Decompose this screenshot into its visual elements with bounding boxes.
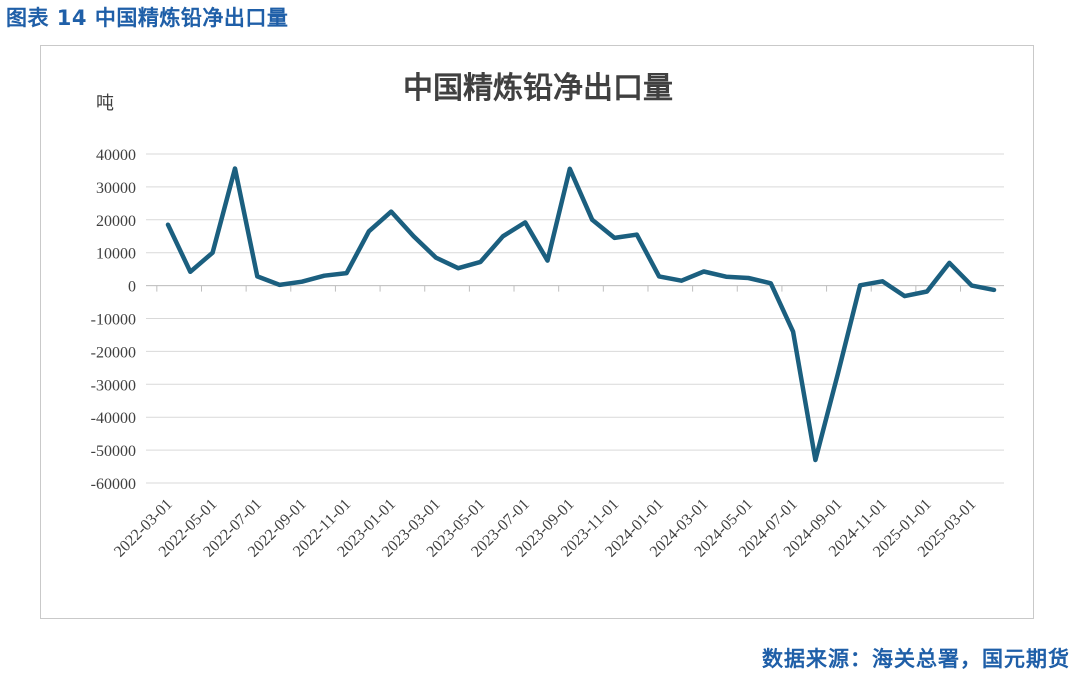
y-tick-label: -50000 xyxy=(91,443,136,460)
y-tick-label: -60000 xyxy=(91,476,136,493)
figure-title: 图表 14 中国精炼铅净出口量 xyxy=(6,6,289,30)
line-chart: 40000 30000 20000 10000 0 -10000 -20000 -30000 -… xyxy=(91,71,1004,561)
x-axis-tick-labels: 2022-03-012022-05-012022-07-012022-09-01… xyxy=(111,496,979,561)
gridlines xyxy=(146,153,1004,484)
x-axis xyxy=(146,285,1004,292)
y-tick-label: -30000 xyxy=(91,377,136,394)
y-tick-label: -40000 xyxy=(91,410,136,427)
y-tick-label: -10000 xyxy=(91,312,136,329)
y-tick-label: 40000 xyxy=(96,147,136,164)
y-tick-label: 0 xyxy=(128,279,136,296)
chart-frame: 40000 30000 20000 10000 0 -10000 -20000 -30000 -… xyxy=(40,45,1034,619)
y-tick-label: 10000 xyxy=(96,246,136,263)
y-tick-label: 20000 xyxy=(96,213,136,230)
chart-title: 中国精炼铅净出口量 xyxy=(403,71,673,105)
y-axis-label: 吨 xyxy=(96,93,114,113)
series-line xyxy=(165,166,997,463)
series-lines xyxy=(165,166,997,463)
y-tick-label: 30000 xyxy=(96,180,136,197)
y-axis-tick-labels: 40000 30000 20000 10000 0 -10000 -20000 -30000 -… xyxy=(91,147,136,493)
source-note: 数据来源：海关总署，国元期货 xyxy=(762,647,1070,671)
y-tick-label: -20000 xyxy=(91,344,136,361)
